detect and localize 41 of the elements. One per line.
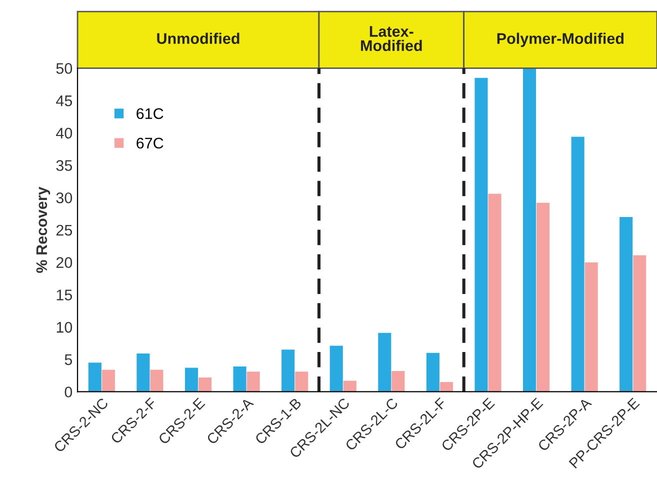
bar	[474, 78, 488, 392]
y-tick-label: 10	[56, 322, 72, 333]
bar	[198, 378, 212, 392]
bar	[282, 350, 295, 392]
bar	[392, 371, 405, 392]
bar	[330, 346, 343, 392]
bar	[571, 136, 584, 392]
bar	[184, 368, 198, 392]
y-tick-label: 30	[56, 192, 72, 204]
bar	[536, 202, 550, 392]
bar	[102, 370, 115, 392]
bar	[343, 380, 356, 392]
bar	[150, 370, 164, 392]
text: Unmodified	[157, 32, 240, 44]
legend-label: 61C	[136, 108, 164, 120]
y-tick-label: 15	[56, 290, 72, 300]
bar	[620, 217, 633, 392]
text: Latex- Modified	[361, 26, 422, 52]
bar	[440, 382, 453, 392]
bar	[426, 352, 440, 392]
bar	[584, 262, 598, 392]
y-tick-label: 50	[56, 63, 72, 74]
bar	[488, 194, 502, 392]
bar	[88, 362, 102, 392]
y-tick-label: 0	[64, 386, 72, 398]
y-tick-label: 40	[56, 128, 72, 139]
bar	[233, 366, 246, 392]
bar	[136, 354, 150, 392]
bar	[522, 68, 536, 392]
y-tick-label: 20	[56, 257, 72, 268]
bar	[633, 255, 646, 392]
text: Polymer-Modified	[497, 32, 624, 47]
bar	[246, 372, 260, 392]
bar	[295, 372, 308, 392]
y-tick-label: 35	[56, 160, 72, 171]
y-tick-label: 45	[56, 96, 72, 106]
bar	[378, 332, 392, 392]
y-axis-title: % Recovery	[36, 186, 50, 273]
legend-label: 67C	[136, 138, 164, 149]
y-tick-label: 25	[56, 224, 72, 236]
y-tick-label: 5	[64, 354, 72, 366]
